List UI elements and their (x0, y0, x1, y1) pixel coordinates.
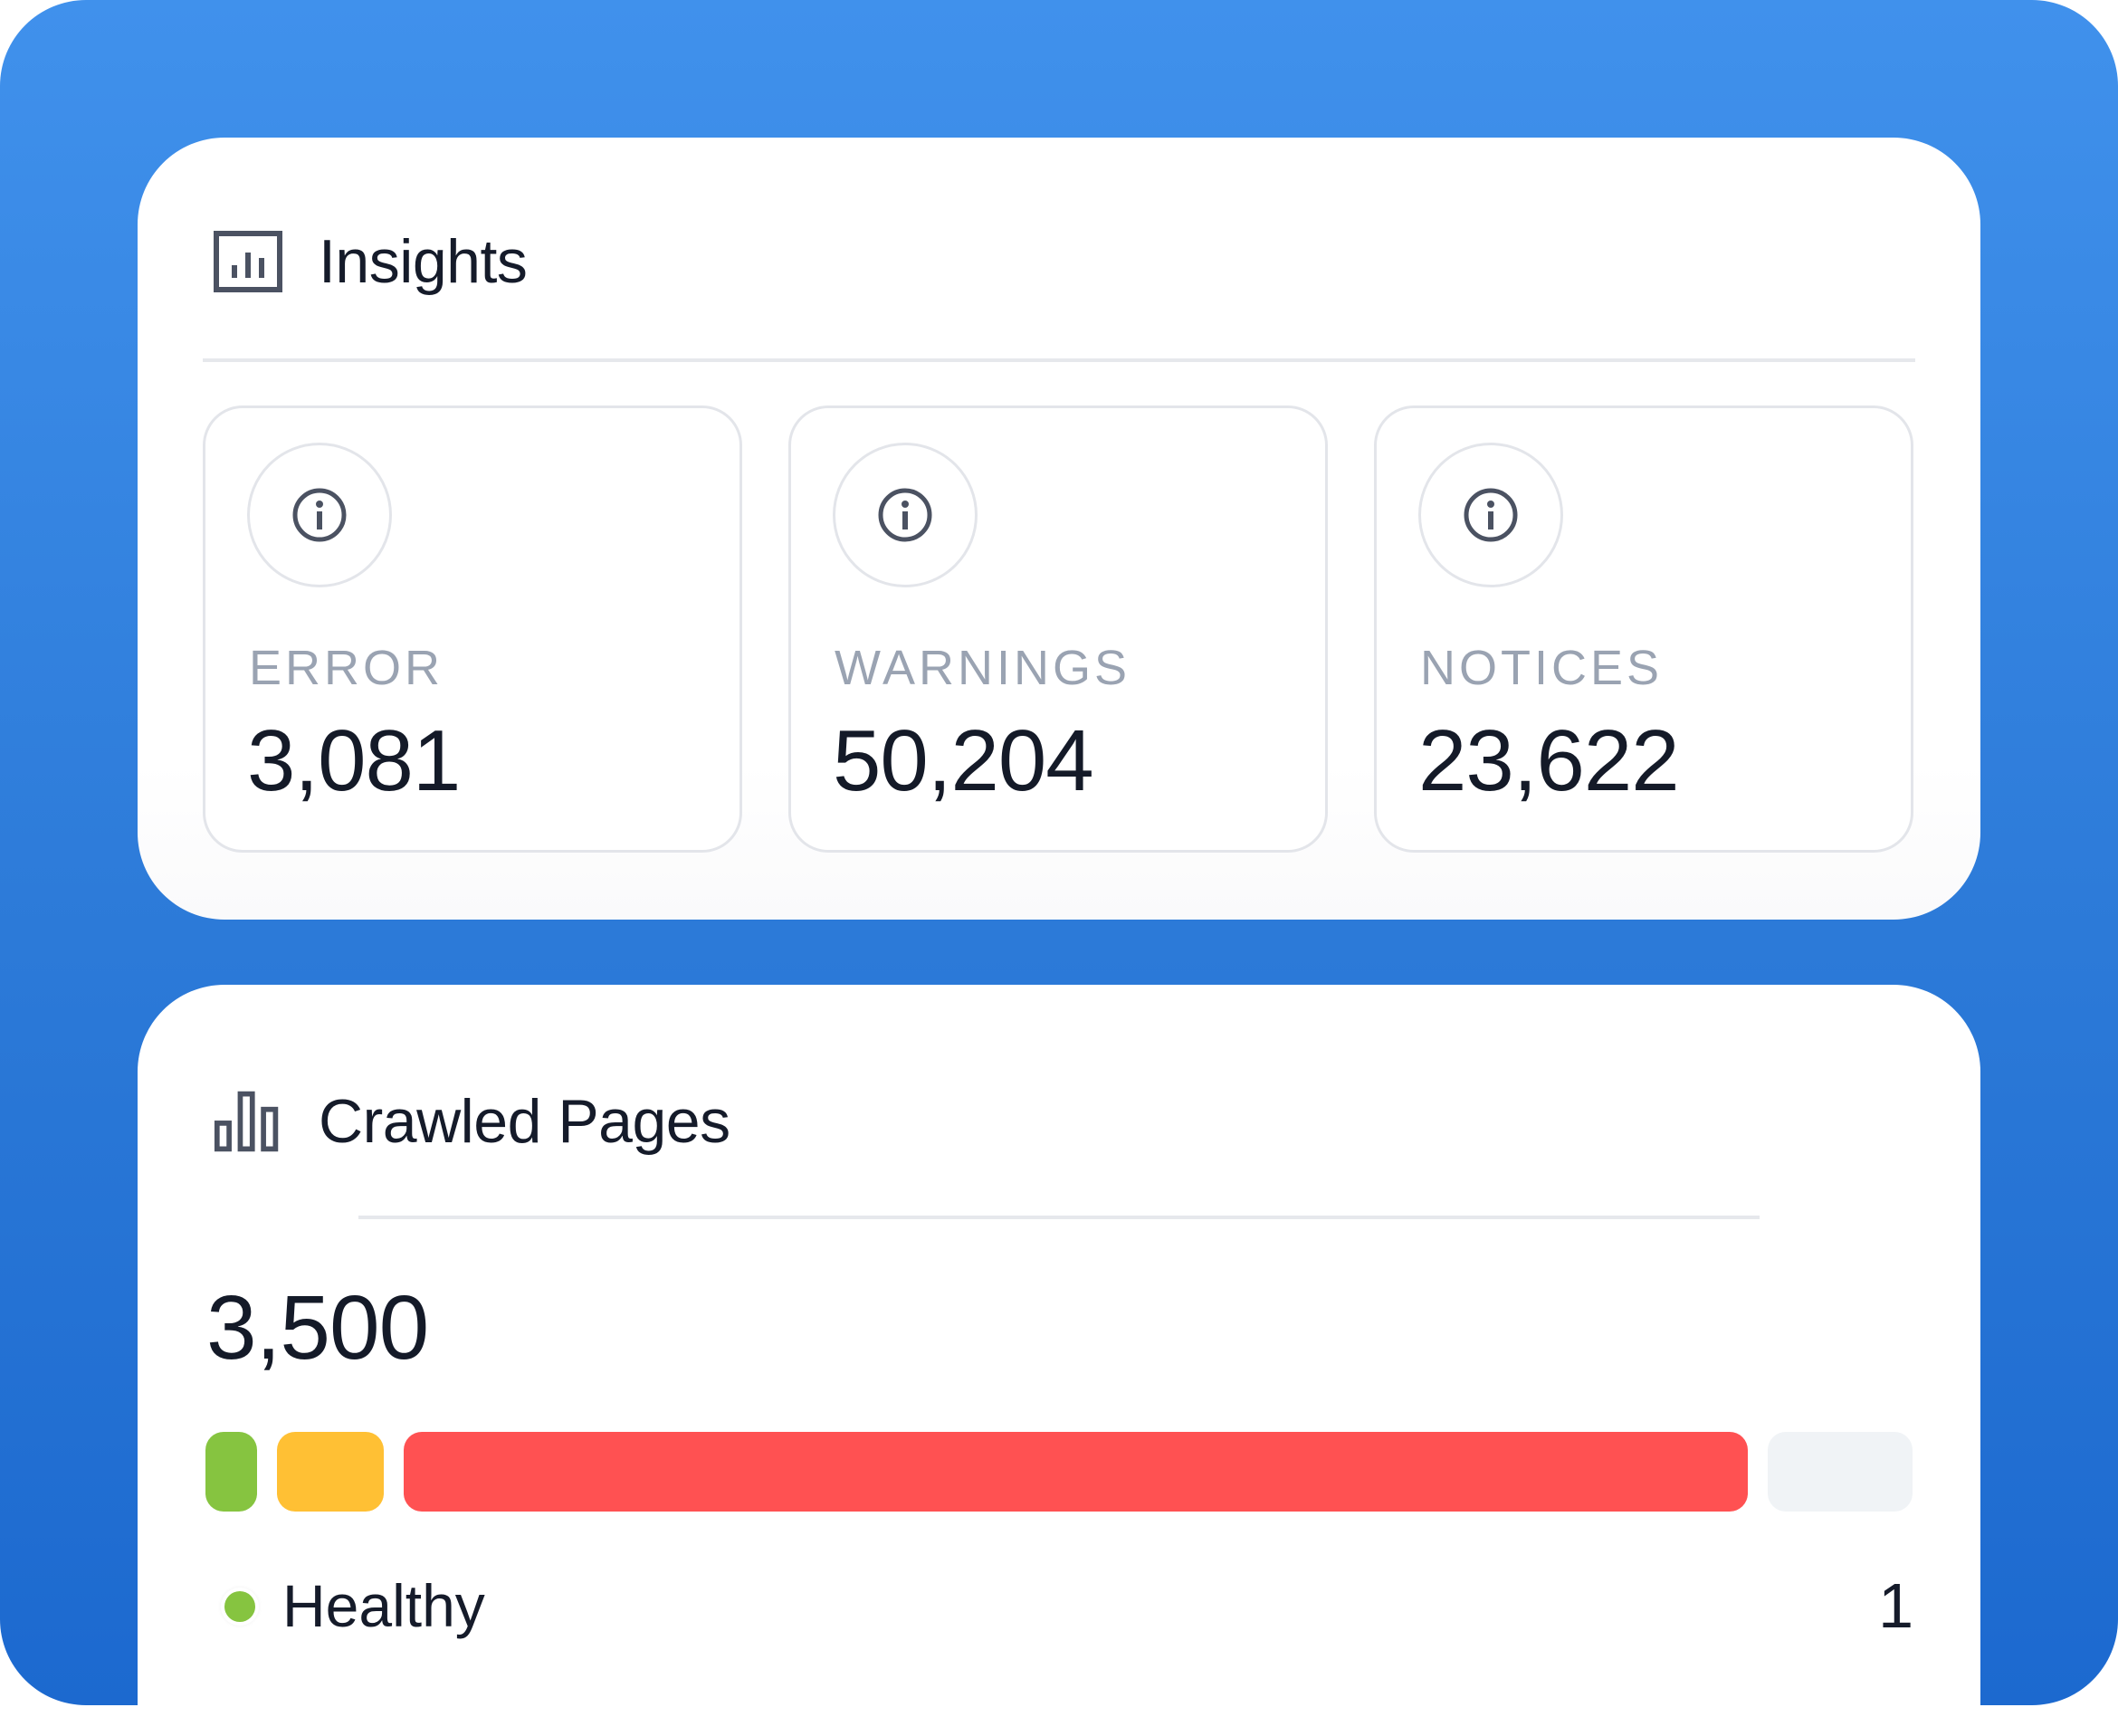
crawled-pages-title: Crawled Pages (319, 1087, 730, 1156)
insights-title: Insights (319, 227, 528, 296)
info-icon[interactable] (833, 443, 978, 587)
healthy-dot-icon (221, 1588, 259, 1626)
warning-bar-segment[interactable] (277, 1432, 384, 1512)
crawled-pages-card (138, 985, 1980, 1736)
healthy-bar-segment[interactable] (205, 1432, 257, 1512)
notices-stat-card[interactable]: NOTICES 23,622 (1374, 405, 1913, 853)
insights-divider (203, 358, 1915, 362)
broken-bar-segment[interactable] (404, 1432, 1748, 1512)
info-icon[interactable] (1418, 443, 1563, 587)
crawled-pages-divider (358, 1216, 1760, 1219)
warnings-count: 50,204 (833, 712, 1094, 809)
warnings-label: WARNINGS (835, 641, 1131, 695)
crawled-pages-header: Crawled Pages (214, 1081, 730, 1162)
crawled-pages-total: 3,500 (206, 1277, 429, 1378)
error-count: 3,081 (247, 712, 461, 809)
legend-item-healthy[interactable]: Healthy 1 (217, 1566, 1913, 1647)
insights-header: Insights (214, 221, 528, 302)
bar-chart-icon (214, 1087, 282, 1156)
notices-count: 23,622 (1418, 712, 1680, 809)
error-stat-card[interactable]: ERROR 3,081 (203, 405, 742, 853)
warnings-stat-card[interactable]: WARNINGS 50,204 (788, 405, 1328, 853)
empty-bar-segment (1768, 1432, 1913, 1512)
report-chart-icon (214, 227, 282, 296)
legend-label-healthy: Healthy (282, 1572, 485, 1639)
legend-count-healthy: 1 (1878, 1570, 1913, 1641)
notices-label: NOTICES (1420, 641, 1664, 695)
info-icon[interactable] (247, 443, 392, 587)
error-label: ERROR (249, 641, 444, 695)
